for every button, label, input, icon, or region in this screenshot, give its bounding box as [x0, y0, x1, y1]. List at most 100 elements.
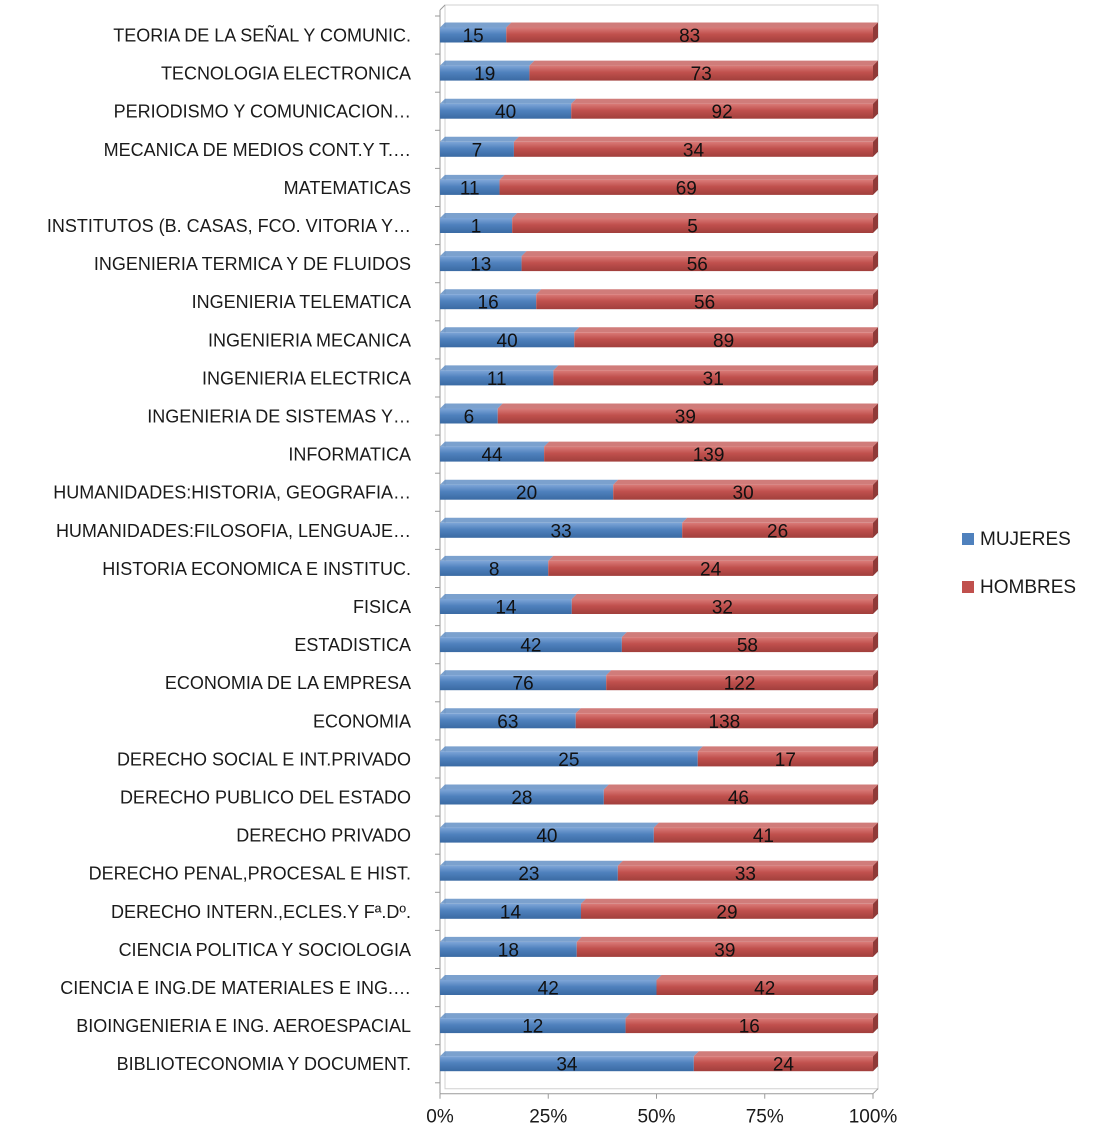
bar-segment-hombres: [571, 103, 873, 119]
bar-segment-mujeres: [440, 65, 530, 81]
bar-top-face-hombres: [653, 822, 878, 828]
category-label: BIOINGENIERIA E ING. AEROESPACIAL: [76, 1016, 411, 1036]
bar-end-cap: [873, 708, 878, 729]
data-label-hombres: 138: [709, 712, 741, 733]
data-label-mujeres: 23: [518, 864, 539, 885]
data-label-hombres: 122: [724, 674, 756, 695]
bar-end-cap: [873, 860, 878, 881]
bar-top-face-hombres: [506, 22, 878, 28]
bar-end-cap: [873, 594, 878, 614]
x-tick-label: 50%: [637, 1107, 675, 1128]
bar-segment-mujeres: [440, 141, 514, 157]
bar-segment-hombres: [571, 599, 873, 614]
category-label: CIENCIA E ING.DE MATERIALES E ING.…: [60, 978, 411, 998]
data-label-hombres: 17: [775, 750, 796, 771]
bar-end-cap: [873, 365, 878, 386]
x-tick-label: 25%: [529, 1107, 567, 1128]
bar-top-face-mujeres: [440, 441, 550, 447]
bar-segment-hombres: [521, 256, 873, 272]
category-labels: TEORIA DE LA SEÑAL Y COMUNIC. TECNOLOGIA …: [47, 25, 411, 1075]
category-label: INGENIERIA MECANICA: [208, 330, 411, 350]
data-label-hombres: 73: [691, 64, 712, 85]
bar-segment-mujeres: [440, 560, 549, 576]
bar-top-face-mujeres: [440, 898, 586, 904]
data-label-mujeres: 42: [538, 979, 559, 1000]
data-label-hombres: 34: [683, 140, 705, 161]
data-label-mujeres: 15: [463, 26, 484, 47]
x-tick-label: 0%: [426, 1107, 454, 1128]
bar-segment-mujeres: [440, 751, 698, 767]
data-label-mujeres: 19: [474, 64, 495, 85]
bar-top-face-hombres: [580, 898, 878, 904]
bar-segment-hombres: [497, 408, 873, 424]
category-label: DERECHO PUBLICO DEL ESTADO: [120, 788, 411, 808]
bar-end-cap: [873, 555, 878, 576]
data-label-mujeres: 11: [487, 369, 507, 390]
x-tick-label: 100%: [849, 1107, 898, 1128]
bar-segment-mujeres: [440, 903, 581, 919]
bar-top-face-hombres: [575, 708, 878, 714]
category-label: FISICA: [353, 597, 411, 617]
bar-top-face-hombres: [499, 174, 878, 180]
data-label-hombres: 42: [754, 979, 775, 1000]
bar-segment-hombres: [697, 751, 873, 767]
bar-top-face-hombres: [571, 594, 878, 599]
data-label-hombres: 31: [703, 369, 724, 390]
category-label: DERECHO PRIVADO: [236, 826, 411, 846]
bar-segment-hombres: [682, 522, 873, 538]
data-label-mujeres: 14: [495, 598, 517, 619]
bar-end-cap: [873, 441, 878, 462]
category-label: INGENIERIA TERMICA Y DE FLUIDOS: [94, 254, 411, 274]
category-label: INFORMATICA: [288, 445, 411, 465]
bar-top-face-hombres: [536, 289, 878, 295]
data-label-hombres: 5: [687, 217, 698, 238]
category-label: TEORIA DE LA SEÑAL Y COMUNIC.: [113, 25, 411, 46]
data-label-hombres: 32: [712, 598, 733, 619]
bar-top-face-hombres: [544, 441, 878, 447]
data-label-mujeres: 42: [520, 636, 541, 657]
bar-top-face-mujeres: [440, 784, 609, 790]
bar-top-face-hombres: [693, 1051, 878, 1057]
bar-top-face-mujeres: [440, 708, 581, 714]
bar-segment-hombres: [606, 675, 873, 691]
bar-end-cap: [873, 251, 878, 272]
bar-top-face-mujeres: [440, 365, 559, 371]
category-label: DERECHO SOCIAL E INT.PRIVADO: [117, 749, 411, 769]
bar-end-cap: [873, 898, 878, 919]
category-label: ESTADISTICA: [294, 635, 411, 655]
bar-segment-mujeres: [440, 599, 572, 614]
bar-segment-hombres: [499, 179, 873, 195]
bar-end-cap: [873, 670, 878, 691]
bar-end-cap: [873, 403, 878, 424]
axis-layer: [435, 4, 879, 1099]
bar-top-face-mujeres: [440, 136, 519, 142]
bar-segment-hombres: [653, 827, 873, 843]
category-label: MATEMATICAS: [284, 178, 411, 198]
data-label-hombres: 83: [679, 26, 700, 47]
category-label: MECANICA DE MEDIOS CONT.Y T.…: [104, 140, 411, 160]
bar-top-face-hombres: [697, 746, 878, 752]
bar-segment-mujeres: [440, 179, 500, 195]
data-label-hombres: 46: [728, 788, 749, 809]
bar-segment-mujeres: [440, 1056, 694, 1072]
bar-top-face-hombres: [571, 98, 878, 104]
bar-segment-mujeres: [440, 865, 618, 881]
bar-end-cap: [873, 746, 878, 767]
legend: MUJERES HOMBRES: [962, 529, 1076, 598]
bar-segment-mujeres: [440, 637, 622, 653]
category-label: INGENIERIA ELECTRICA: [202, 368, 411, 388]
bar-top-face-mujeres: [440, 517, 688, 523]
data-label-mujeres: 18: [498, 940, 519, 961]
bar-top-face-mujeres: [440, 213, 518, 218]
data-label-hombres: 24: [773, 1055, 795, 1076]
data-label-hombres: 58: [737, 636, 758, 657]
bar-segment-mujeres: [440, 332, 575, 348]
data-label-mujeres: 20: [516, 483, 537, 504]
data-label-hombres: 56: [694, 293, 715, 314]
bar-segment-hombres: [548, 560, 873, 576]
bar-end-cap: [873, 517, 878, 538]
category-label: HUMANIDADES:HISTORIA, GEOGRAFIA…: [53, 483, 411, 503]
bar-top-face-hombres: [625, 1013, 878, 1019]
